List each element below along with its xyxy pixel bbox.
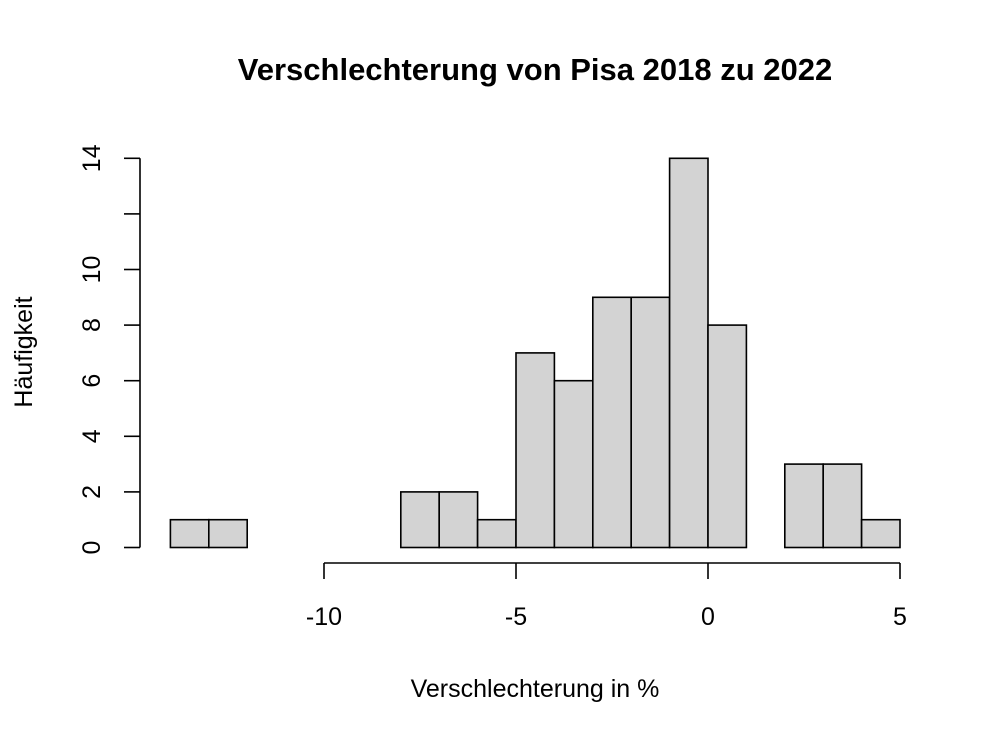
x-tick-label: -10 — [306, 603, 342, 631]
x-tick-label: 0 — [701, 603, 715, 631]
histogram-bar — [208, 518, 249, 549]
histogram-bar — [668, 157, 709, 549]
chart-title: Verschlechterung von Pisa 2018 zu 2022 — [238, 52, 832, 87]
histogram-bar — [553, 379, 594, 549]
y-tick-label: 0 — [78, 541, 106, 555]
histogram-bar — [169, 518, 210, 549]
histogram-bar — [630, 296, 671, 549]
histogram-bar — [860, 518, 901, 549]
bars-group — [169, 157, 901, 549]
histogram-bar — [822, 463, 863, 549]
x-tick-label: 5 — [893, 603, 907, 631]
y-axis-label: Häufigkeit — [10, 296, 38, 407]
histogram-bar — [399, 491, 440, 549]
x-tick-label: -5 — [505, 603, 527, 631]
y-tick-label: 2 — [78, 485, 106, 499]
histogram-bar — [476, 518, 517, 549]
x-axis: -10 -5 0 5 — [306, 562, 907, 631]
histogram-bar — [783, 463, 824, 549]
y-tick-label: 6 — [78, 374, 106, 388]
y-tick-label: 14 — [78, 144, 106, 172]
x-axis-label: Verschlechterung in % — [411, 675, 660, 703]
y-tick-label: 4 — [78, 429, 106, 443]
y-tick-label: 10 — [78, 256, 106, 284]
histogram-bar — [438, 491, 479, 549]
y-axis: 0 2 4 6 8 10 14 — [78, 144, 141, 555]
histogram-bar — [707, 324, 748, 549]
histogram-bar — [591, 296, 632, 549]
histogram-bar — [515, 352, 556, 549]
y-tick-label: 8 — [78, 318, 106, 332]
